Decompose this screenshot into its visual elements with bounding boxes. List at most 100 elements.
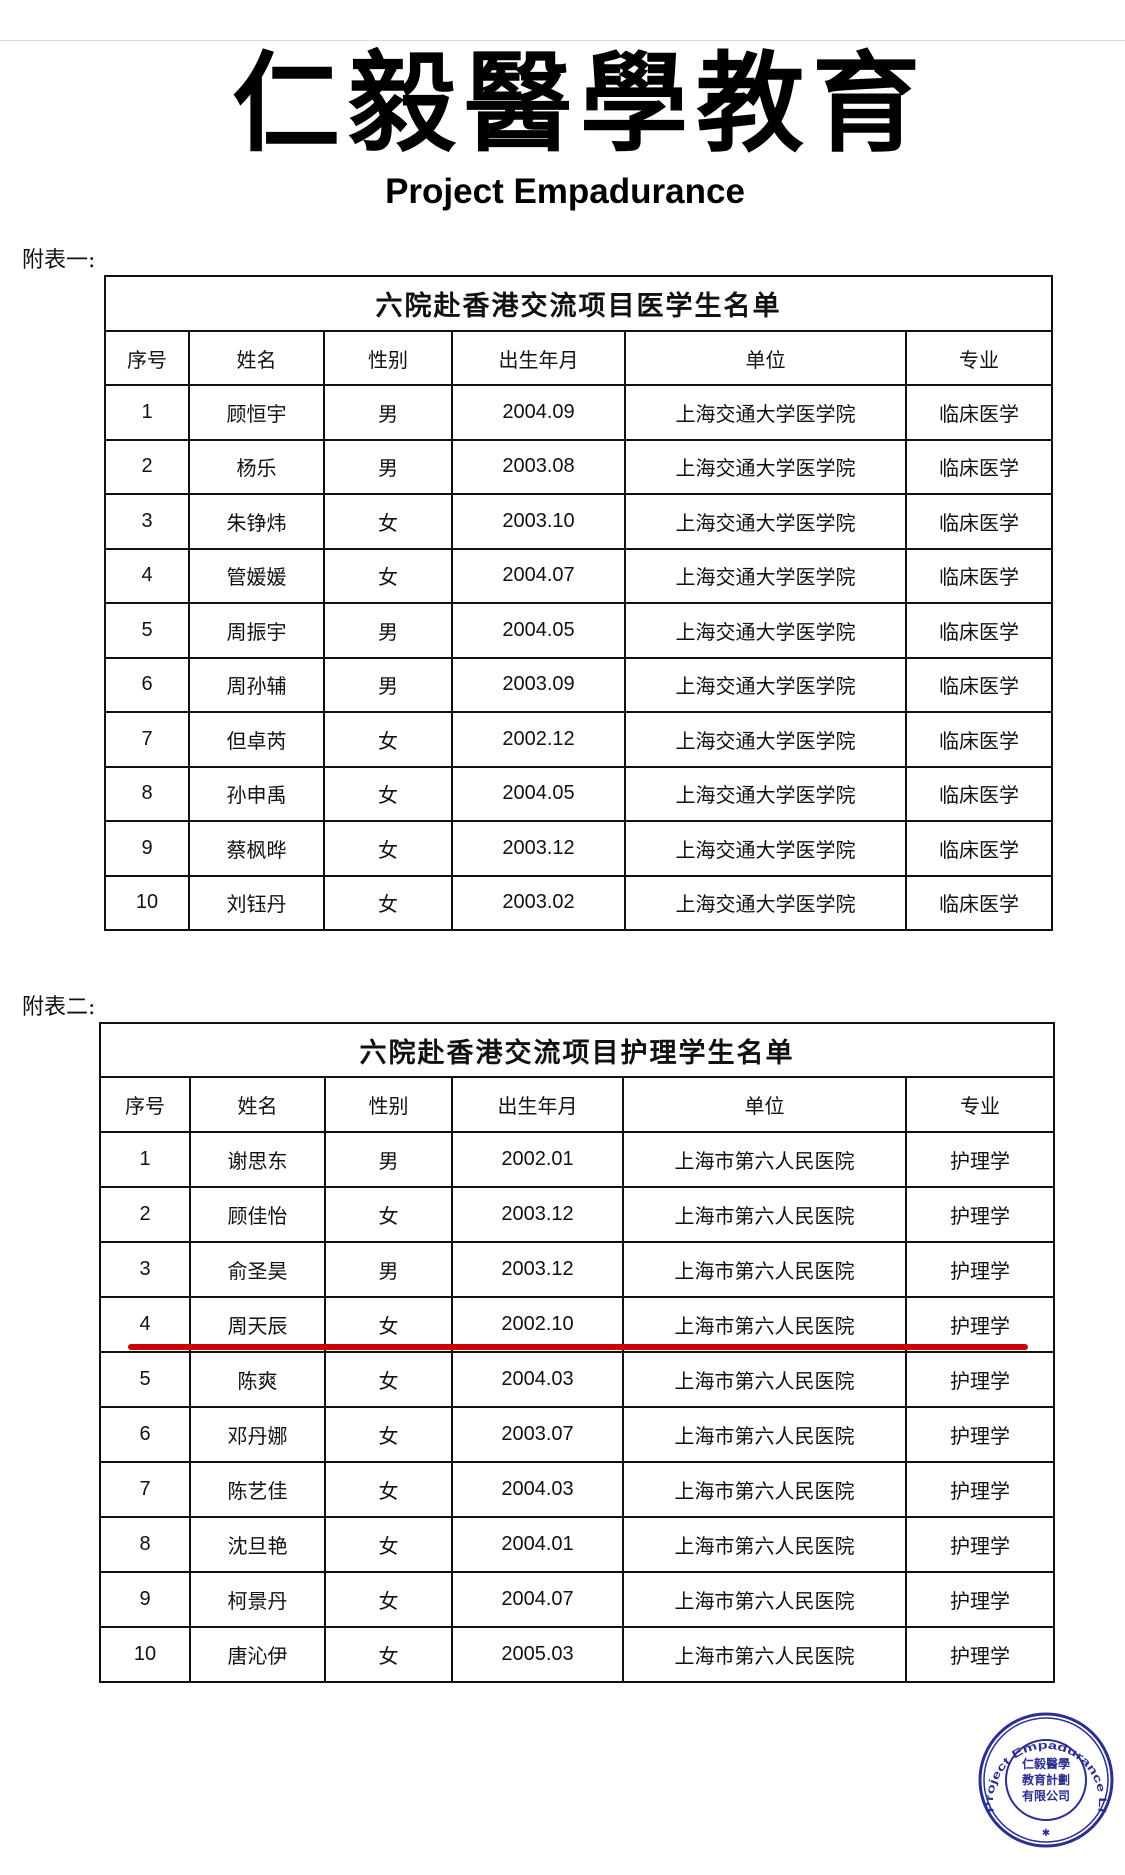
table-cell: 上海交通大学医学院: [624, 820, 907, 877]
table-cell: 2004.01: [451, 1516, 624, 1573]
column-header: 出生年月: [451, 1076, 624, 1133]
medical-students-table: 六院赴香港交流项目医学生名单 序号 姓名 性别 出生年月 单位 专业 1 顾恒宇男 2004.09…: [104, 275, 1053, 931]
table-cell: 上海交通大学医学院: [624, 384, 907, 441]
column-header: 性别: [323, 330, 453, 386]
table-cell: 护理学: [904, 1131, 1056, 1188]
table-row: 10 唐沁伊女 2005.03 上海市第六人民医院 护理学: [99, 1626, 1056, 1683]
table-cell: 临床医学: [905, 493, 1053, 550]
table-cell: 3: [99, 1241, 191, 1298]
table-cell: 朱铮炜: [188, 493, 325, 550]
table-cell: 临床医学: [905, 874, 1053, 931]
table-cell: 但卓芮: [188, 711, 325, 768]
table-cell: 周孙辅: [188, 656, 325, 713]
table-row: 10 刘钰丹女 2003.02 上海交通大学医学院 临床医学: [104, 874, 1053, 931]
table-title: 六院赴香港交流项目护理学生名单: [98, 1022, 1056, 1078]
table-cell: 女: [323, 711, 453, 768]
column-header: 姓名: [188, 330, 325, 386]
company-seal-stamp: Project Empadurance Limited 仁毅醫學 教育計劃 有限…: [978, 1712, 1114, 1848]
table-row: 3 朱铮炜女 2003.10 上海交通大学医学院 临床医学: [104, 493, 1053, 550]
table-title: 六院赴香港交流项目医学生名单: [104, 275, 1053, 332]
table-row: 9 蔡枫晔女 2003.12 上海交通大学医学院 临床医学: [104, 820, 1053, 877]
table-row: 3 俞圣昊男 2003.12 上海市第六人民医院 护理学: [99, 1241, 1056, 1298]
column-header: 序号: [99, 1076, 191, 1133]
table-cell: 陈爽: [189, 1351, 326, 1408]
table-row: 6 周孙辅男 2003.09 上海交通大学医学院 临床医学: [104, 656, 1053, 713]
table-row: 5 陈爽女 2004.03 上海市第六人民医院 护理学: [99, 1351, 1056, 1408]
table-cell: 上海市第六人民医院: [622, 1131, 907, 1188]
table-cell: 2004.07: [451, 1571, 624, 1628]
table-cell: 临床医学: [905, 820, 1053, 877]
table-cell: 临床医学: [905, 547, 1053, 604]
table-cell: 8: [104, 765, 190, 822]
table-cell: 10: [104, 874, 190, 931]
table-cell: 2003.12: [451, 1186, 624, 1243]
svg-text:教育計劃: 教育計劃: [1021, 1772, 1070, 1787]
table-cell: 上海市第六人民医院: [622, 1461, 907, 1518]
table-cell: 护理学: [904, 1186, 1056, 1243]
table-cell: 2003.12: [451, 820, 626, 877]
table-cell: 2004.03: [451, 1461, 624, 1518]
table-row: 1 谢思东男 2002.01 上海市第六人民医院 护理学: [99, 1131, 1056, 1188]
table-cell: 2002.12: [451, 711, 626, 768]
table-cell: 女: [323, 547, 453, 604]
table-cell: 2004.05: [451, 765, 626, 822]
table-cell: 2003.10: [451, 493, 626, 550]
table-cell: 6: [99, 1406, 191, 1463]
table-cell: 孙申禹: [188, 765, 325, 822]
table-cell: 女: [323, 820, 453, 877]
column-header: 单位: [624, 330, 907, 386]
table1-caption: 附表一:: [22, 248, 96, 273]
table-cell: 上海交通大学医学院: [624, 602, 907, 659]
logo-english: Project Empadurance: [385, 172, 745, 211]
table-row: 8 沈旦艳女 2004.01 上海市第六人民医院 护理学: [99, 1516, 1056, 1573]
logo-chinese: 仁毅醫學教育: [231, 41, 928, 167]
table-cell: 1: [104, 384, 190, 441]
table-cell: 临床医学: [905, 602, 1053, 659]
table-cell: 女: [324, 1351, 453, 1408]
table-cell: 上海市第六人民医院: [622, 1296, 907, 1353]
table-row: 4 周天辰女 2002.10 上海市第六人民医院 护理学: [99, 1296, 1056, 1353]
table-cell: 男: [323, 656, 453, 713]
table-cell: 临床医学: [905, 711, 1053, 768]
table-cell: 3: [104, 493, 190, 550]
table-cell: 女: [323, 493, 453, 550]
table-row: 5 周振宇男 2004.05 上海交通大学医学院 临床医学: [104, 602, 1053, 659]
table-cell: 俞圣昊: [189, 1241, 326, 1298]
column-header: 序号: [104, 330, 190, 386]
table-cell: 唐沁伊: [189, 1626, 326, 1683]
table-cell: 2003.08: [451, 438, 626, 495]
table-cell: 4: [99, 1296, 191, 1353]
table-cell: 上海交通大学医学院: [624, 874, 907, 931]
table-cell: 护理学: [904, 1351, 1056, 1408]
table-cell: 护理学: [904, 1626, 1056, 1683]
table-cell: 5: [99, 1351, 191, 1408]
table-cell: 杨乐: [188, 438, 325, 495]
table-cell: 蔡枫晔: [188, 820, 325, 877]
table-cell: 女: [324, 1296, 453, 1353]
column-header: 专业: [905, 330, 1053, 386]
table-cell: 2003.02: [451, 874, 626, 931]
table-cell: 2004.05: [451, 602, 626, 659]
table-cell: 刘钰丹: [188, 874, 325, 931]
column-header: 出生年月: [451, 330, 626, 386]
table-cell: 上海交通大学医学院: [624, 656, 907, 713]
table-cell: 8: [99, 1516, 191, 1573]
table-cell: 10: [99, 1626, 191, 1683]
table-cell: 女: [324, 1406, 453, 1463]
table-cell: 临床医学: [905, 438, 1053, 495]
table-cell: 临床医学: [905, 765, 1053, 822]
table-row: 8 孙申禹女 2004.05 上海交通大学医学院 临床医学: [104, 765, 1053, 822]
table-cell: 2003.09: [451, 656, 626, 713]
table-cell: 7: [99, 1461, 191, 1518]
column-header: 专业: [904, 1076, 1056, 1133]
table-cell: 2005.03: [451, 1626, 624, 1683]
table-cell: 2002.01: [451, 1131, 624, 1188]
table-cell: 6: [104, 656, 190, 713]
table-cell: 女: [324, 1186, 453, 1243]
table-cell: 2003.12: [451, 1241, 624, 1298]
table-cell: 护理学: [904, 1296, 1056, 1353]
red-underline-highlight: [128, 1344, 1028, 1350]
table-cell: 上海市第六人民医院: [622, 1186, 907, 1243]
table-cell: 临床医学: [905, 656, 1053, 713]
